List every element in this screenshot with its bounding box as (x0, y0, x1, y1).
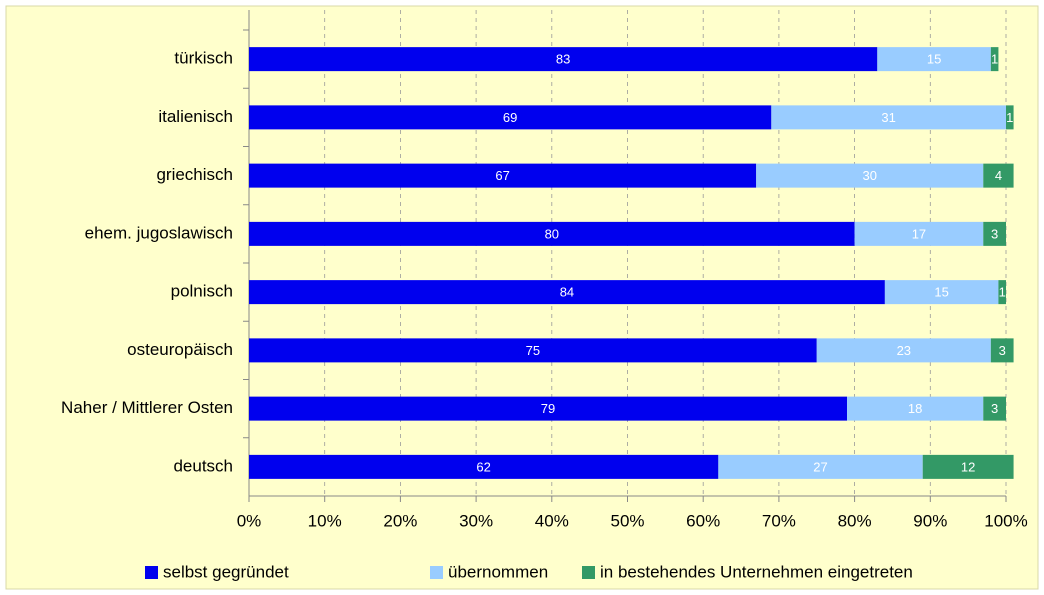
data-label: 15 (934, 285, 948, 300)
bar-segment (249, 338, 817, 363)
data-label: 27 (813, 459, 827, 474)
x-tick-label: 80% (838, 511, 872, 530)
data-label: 4 (995, 168, 1002, 183)
data-label: 23 (897, 343, 911, 358)
legend-label: selbst gegründet (163, 562, 289, 581)
y-tick-label: osteuropäisch (127, 340, 233, 359)
data-label: 17 (912, 226, 926, 241)
x-tick-label: 20% (383, 511, 417, 530)
data-label: 1 (1006, 110, 1013, 125)
legend-swatch (145, 566, 158, 579)
data-label: 84 (560, 285, 574, 300)
bar-segment (249, 280, 885, 305)
y-tick-label: polnisch (171, 282, 233, 301)
data-label: 75 (526, 343, 540, 358)
data-label: 1 (999, 285, 1006, 300)
x-tick-label: 100% (984, 511, 1027, 530)
data-label: 69 (503, 110, 517, 125)
bar-segment (1006, 105, 1014, 130)
y-tick-label: türkisch (174, 49, 233, 68)
data-label: 3 (999, 343, 1006, 358)
bar-segment (983, 163, 1014, 188)
x-tick-label: 10% (308, 511, 342, 530)
bar-segment (756, 163, 984, 188)
bar-segment (249, 396, 848, 421)
data-label: 3 (991, 226, 998, 241)
bar-segment (983, 396, 1006, 421)
data-label: 67 (495, 168, 509, 183)
bar-segment (983, 221, 1006, 246)
x-tick-label: 50% (610, 511, 644, 530)
data-label: 30 (863, 168, 877, 183)
data-label: 15 (927, 52, 941, 67)
data-label: 79 (541, 401, 555, 416)
x-tick-label: 40% (535, 511, 569, 530)
bar-segment (249, 163, 757, 188)
y-tick-label: Naher / Mittlerer Osten (61, 398, 233, 417)
data-label: 83 (556, 52, 570, 67)
bar-segment (884, 280, 999, 305)
bar-segment (847, 396, 984, 421)
y-tick-label: italienisch (158, 107, 233, 126)
bar-segment (877, 47, 991, 72)
y-tick-label: deutsch (173, 456, 233, 475)
y-tick-label: ehem. jugoslawisch (85, 223, 233, 242)
x-tick-label: 30% (459, 511, 493, 530)
x-tick-label: 60% (686, 511, 720, 530)
bar-segment (816, 338, 991, 363)
bar-segment (249, 47, 878, 72)
data-label: 18 (908, 401, 922, 416)
bar-segment (922, 454, 1014, 479)
bar-segment (854, 221, 984, 246)
bar-segment (249, 105, 772, 130)
bar-segment (990, 338, 1014, 363)
data-label: 3 (991, 401, 998, 416)
bar-segment (249, 221, 855, 246)
bar-segment (990, 47, 999, 72)
x-tick-label: 70% (762, 511, 796, 530)
data-label: 1 (991, 52, 998, 67)
bar-segment (998, 280, 1006, 305)
bar-segment (249, 454, 719, 479)
data-label: 12 (961, 459, 975, 474)
data-label: 80 (545, 226, 559, 241)
legend-label: in bestehendes Unternehmen eingetreten (600, 562, 913, 581)
legend-swatch (582, 566, 595, 579)
legend-swatch (430, 566, 443, 579)
bar-segment (771, 105, 1006, 130)
bar-segment (718, 454, 923, 479)
x-tick-label: 90% (913, 511, 947, 530)
data-label: 62 (476, 459, 490, 474)
data-label: 31 (881, 110, 895, 125)
legend-label: übernommen (448, 562, 548, 581)
x-tick-label: 0% (237, 511, 262, 530)
y-tick-label: griechisch (156, 165, 233, 184)
